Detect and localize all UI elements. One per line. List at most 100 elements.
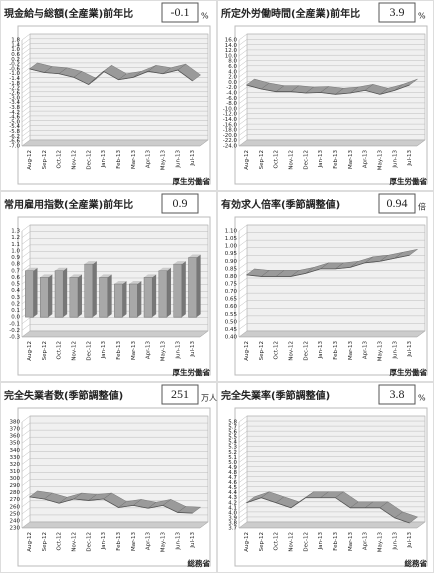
x-tick-label: Nov-12 xyxy=(288,341,294,361)
x-tick-label: Jul-13 xyxy=(407,532,413,549)
headline-box xyxy=(161,2,199,23)
grid-line-side xyxy=(21,125,31,132)
x-tick-label: May-13 xyxy=(160,532,166,553)
y-tick-label: -6.0 xyxy=(226,96,237,102)
bar-side xyxy=(63,267,68,318)
grid-line-side xyxy=(238,481,248,488)
x-tick-label: Aug-12 xyxy=(244,341,250,361)
panel-title: 有効求人倍率(季節調整値) xyxy=(221,198,340,211)
grid-line-side xyxy=(238,270,248,277)
grid-line-side xyxy=(21,72,31,79)
y-tick-label: -1.4 xyxy=(9,76,20,82)
y-tick-label: 14.0 xyxy=(225,43,238,49)
grid-line-side xyxy=(238,92,248,99)
grid-line-side xyxy=(238,466,248,473)
grid-line-side xyxy=(21,330,31,338)
panel-title: 所定外労働時間(全産業)前年比 xyxy=(221,7,360,20)
grid-line-side xyxy=(238,262,248,270)
x-tick-label: Jan-13 xyxy=(318,341,324,360)
y-tick-label: 0.6 xyxy=(11,275,20,281)
grid-line-side xyxy=(21,251,31,258)
grid-line-side xyxy=(21,86,31,94)
x-tick-label: Dec-12 xyxy=(86,150,92,170)
grid-line-side xyxy=(21,324,31,331)
x-tick-label: May-13 xyxy=(160,341,166,362)
bar xyxy=(69,277,79,318)
unit: 倍 xyxy=(418,202,426,212)
y-tick-label: 0.4 xyxy=(11,288,20,294)
grid-line-side xyxy=(21,472,31,479)
grid-line-side xyxy=(21,500,31,507)
bar xyxy=(114,283,123,318)
grid-line-side xyxy=(21,257,31,265)
y-tick-label: 5.5 xyxy=(228,435,237,441)
y-tick-label: -20.0 xyxy=(223,133,238,139)
x-tick-label: Jan-13 xyxy=(318,150,324,169)
x-tick-label: Aug-12 xyxy=(27,341,33,361)
unit: % xyxy=(201,12,209,21)
y-tick-label: 0.70 xyxy=(225,289,238,295)
y-tick-label: 0.45 xyxy=(225,327,238,333)
y-tick-label: 2.0 xyxy=(228,75,237,81)
source: 厚生労働省 xyxy=(173,176,211,186)
bar-side xyxy=(33,267,38,318)
grid-line-side xyxy=(238,496,248,503)
y-tick-label: 5.7 xyxy=(228,425,237,431)
bar xyxy=(158,270,168,318)
grid-line-side xyxy=(21,493,31,500)
grid-line-side xyxy=(238,308,248,315)
y-tick-label: 16.0 xyxy=(225,38,238,44)
x-tick-label: Dec-12 xyxy=(86,341,92,361)
x-tick-label: Dec-12 xyxy=(303,341,309,361)
y-tick-label: 0.75 xyxy=(225,282,238,288)
y-tick-label: 1.00 xyxy=(225,244,238,250)
grid-line-side xyxy=(238,323,248,330)
bar-top xyxy=(25,267,38,271)
grid-line-side xyxy=(21,33,31,41)
grid-line-side xyxy=(21,43,31,50)
x-tick-label: Aug-12 xyxy=(244,532,250,552)
grid-line-side xyxy=(238,86,248,94)
y-tick-label: 12.0 xyxy=(225,48,238,54)
x-tick-label: Jun-13 xyxy=(175,532,181,551)
headline-value: 0.94 xyxy=(387,196,408,210)
y-tick-label: 4.9 xyxy=(228,465,237,471)
grid-line-side xyxy=(21,507,31,515)
grid-line-side xyxy=(21,53,31,60)
grid-line-side xyxy=(21,422,31,430)
x-tick-label: Sep-12 xyxy=(42,150,48,169)
grid-line-side xyxy=(238,113,248,120)
x-tick-label: Oct-12 xyxy=(274,150,280,169)
source: 厚生労働省 xyxy=(390,176,428,186)
bar-top xyxy=(144,274,157,278)
y-tick-label: -8.0 xyxy=(226,101,237,107)
y-tick-label: -16.0 xyxy=(223,122,238,128)
x-tick-label: Mar-13 xyxy=(348,341,354,361)
x-tick-label: Jun-13 xyxy=(392,532,398,551)
y-tick-label: 0.55 xyxy=(225,312,238,318)
bar-side xyxy=(77,274,82,318)
floor xyxy=(238,330,426,338)
grid-line-side xyxy=(238,60,248,67)
bar-top xyxy=(173,261,186,265)
x-tick-label: Feb-13 xyxy=(116,150,122,169)
grid-line-side xyxy=(21,139,31,147)
bar-top xyxy=(99,274,112,278)
y-tick-label: 4.0 xyxy=(228,69,237,75)
y-tick-label: 5.1 xyxy=(228,455,237,461)
x-tick-label: Mar-13 xyxy=(348,150,354,170)
y-tick-label: 0.65 xyxy=(225,297,238,303)
grid-line-side xyxy=(21,91,31,99)
grid-line-side xyxy=(238,49,248,57)
y-tick-label: 230 xyxy=(10,526,21,532)
y-tick-label: 290 xyxy=(10,483,21,489)
grid-line-side xyxy=(238,441,248,448)
y-tick-label: -6.6 xyxy=(9,139,20,145)
bar-side xyxy=(48,274,53,318)
grid-line-side xyxy=(21,238,31,245)
grid-line-side xyxy=(238,39,248,46)
x-tick-label: Aug-12 xyxy=(27,150,33,170)
grid-line-side xyxy=(21,479,31,486)
headline-value: 0.9 xyxy=(173,196,188,210)
y-tick-label: 0.7 xyxy=(11,268,20,274)
